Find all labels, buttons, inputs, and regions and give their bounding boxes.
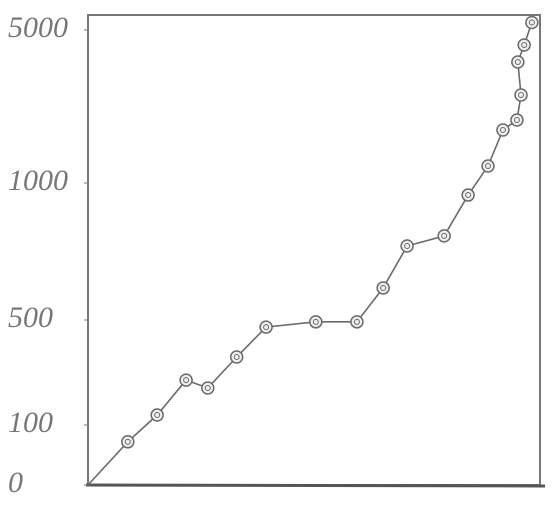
x-axis (85, 483, 546, 488)
point-inner (124, 438, 131, 445)
y-tick-label: 1000 (8, 164, 68, 197)
point-inner (514, 59, 521, 66)
y-tick-label: 0 (8, 466, 23, 499)
y-tick-label: 500 (8, 301, 53, 334)
point-inner (380, 284, 387, 291)
point-inner (263, 324, 270, 331)
point (510, 113, 524, 127)
point-inner (528, 19, 535, 26)
y-tick-label: 100 (8, 406, 53, 439)
point-inner (204, 384, 211, 391)
point-inner (521, 41, 528, 48)
point (229, 350, 244, 364)
point-inner (499, 126, 506, 133)
point (437, 229, 451, 243)
point-inner (518, 91, 525, 98)
point (376, 281, 390, 295)
point (259, 320, 273, 334)
point (201, 381, 215, 395)
point-inner (441, 232, 448, 239)
point (179, 373, 193, 387)
point (461, 188, 475, 202)
point (481, 159, 495, 173)
point-inner (183, 377, 190, 384)
point-inner (154, 412, 161, 419)
point (400, 239, 414, 253)
y-tick-label: 5000 (8, 11, 68, 44)
point-inner (353, 318, 360, 325)
point (514, 88, 528, 102)
point-inner (465, 192, 472, 199)
point (517, 38, 531, 52)
point-inner (233, 354, 240, 361)
point (511, 55, 525, 69)
point (350, 315, 364, 329)
point (150, 408, 164, 422)
point (525, 15, 539, 30)
point (309, 315, 323, 329)
point-inner (404, 243, 411, 250)
point-inner (513, 117, 520, 124)
point-inner (312, 318, 319, 325)
point (496, 123, 510, 137)
point (121, 435, 135, 449)
point-inner (485, 163, 492, 170)
